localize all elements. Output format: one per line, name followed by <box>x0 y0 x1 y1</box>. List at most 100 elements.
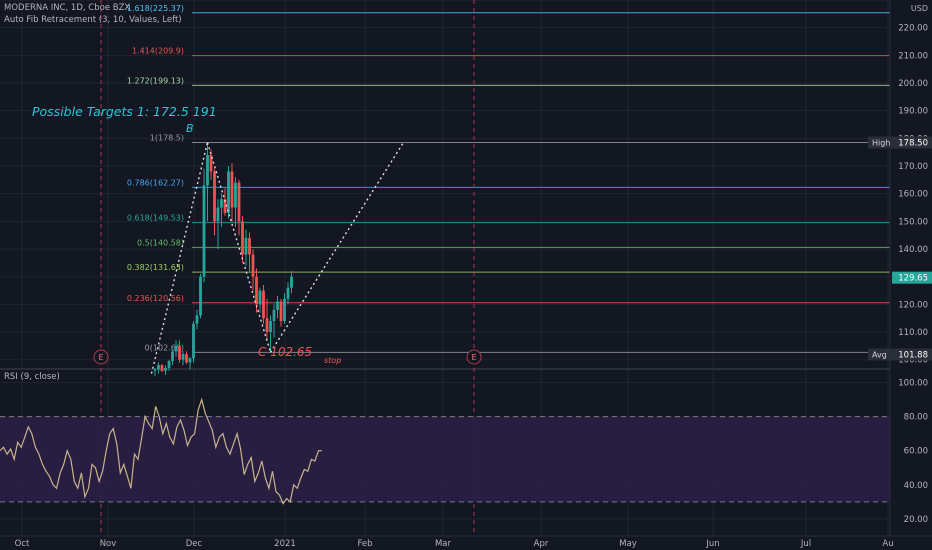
candle-body[interactable] <box>164 368 167 371</box>
fib-level-label: 1(178.5) <box>150 133 184 142</box>
rsi-tick-label: 80.00 <box>904 413 928 423</box>
price-tick-label: 100.00 <box>898 356 928 366</box>
candle-body[interactable] <box>206 154 209 186</box>
time-tick-label: Nov <box>100 539 117 549</box>
candle-body[interactable] <box>265 318 269 333</box>
rsi-series-line[interactable] <box>0 397 322 505</box>
candle-body[interactable] <box>262 290 265 319</box>
rsi-tick-label: 20.00 <box>904 515 928 525</box>
price-badge-tag <box>868 136 895 149</box>
candle-body[interactable] <box>283 298 286 321</box>
candle-body[interactable] <box>248 237 251 255</box>
candle-body[interactable] <box>234 182 237 208</box>
candle-body[interactable] <box>286 287 290 299</box>
time-tick-label: May <box>619 539 637 549</box>
price-badge: High 178.50 <box>868 136 932 149</box>
price-badge: Avg 101.88 <box>868 348 932 361</box>
candle-body[interactable] <box>171 351 174 362</box>
price-tick-label: 150.00 <box>898 217 928 227</box>
candle-body[interactable] <box>223 199 227 214</box>
candle-body[interactable] <box>227 171 230 214</box>
trend-line-b-to-c[interactable] <box>206 142 272 353</box>
price-tick-label: 220.00 <box>898 24 928 34</box>
wave-b-label: B <box>186 122 194 135</box>
candle-body[interactable] <box>230 171 234 208</box>
price-badge-tag <box>868 348 895 361</box>
candle-body[interactable] <box>241 221 244 255</box>
candle-body[interactable] <box>174 345 178 352</box>
candle-body[interactable] <box>181 354 185 360</box>
time-tick-label: Au <box>882 539 893 549</box>
fib-level-label: 0.382(131.63) <box>127 263 184 272</box>
time-tick-label: Apr <box>534 539 549 549</box>
fib-level-label: 0.5(140.58) <box>137 238 184 247</box>
currency-label: USD <box>911 4 928 13</box>
price-tick-label: 120.00 <box>898 300 928 310</box>
price-badge-box <box>892 271 932 284</box>
price-tick-label: 210.00 <box>898 51 928 61</box>
price-badge-value: 129.65 <box>898 274 928 284</box>
rsi-legend: RSI (9, close) <box>4 372 60 382</box>
price-badge-value: 178.50 <box>898 138 928 148</box>
time-tick-label: Jul <box>800 539 811 549</box>
candle-body[interactable] <box>251 254 255 277</box>
time-axis-background <box>0 536 932 550</box>
event-marker-label: E <box>471 353 476 362</box>
price-tick-label: 190.00 <box>898 107 928 117</box>
fib-level-label: 1.618(225.37) <box>127 4 184 13</box>
candle-body[interactable] <box>237 182 241 222</box>
price-badge-box <box>892 136 932 149</box>
wave-c-label: C 102.65 <box>258 345 312 359</box>
candle-body[interactable] <box>216 207 220 222</box>
candle-body[interactable] <box>157 365 160 370</box>
rsi-tick-label: 100.00 <box>898 379 928 389</box>
trend-line-c-projection[interactable] <box>269 142 405 353</box>
candle-body[interactable] <box>185 354 188 363</box>
candle-body[interactable] <box>255 276 258 305</box>
candle-body[interactable] <box>290 276 293 288</box>
fib-level-label: 0.618(149.53) <box>127 214 184 223</box>
candle-body[interactable] <box>258 290 262 305</box>
event-marker-icon[interactable] <box>466 349 482 365</box>
price-badge-tag-label: Avg <box>872 350 887 359</box>
candle-body[interactable] <box>272 309 276 321</box>
stop-label: stop <box>324 356 341 365</box>
time-tick-label: Mar <box>435 539 452 549</box>
price-badge: 129.65 <box>892 271 932 284</box>
candle-body[interactable] <box>209 154 213 172</box>
rsi-tick-label: 40.00 <box>904 481 928 491</box>
rsi-tick-label: 60.00 <box>904 447 928 457</box>
price-tick-label: 110.00 <box>898 328 928 338</box>
candle-body[interactable] <box>276 301 279 310</box>
price-badge-value: 101.88 <box>898 350 928 360</box>
candle-body[interactable] <box>279 301 283 321</box>
fib-level-label: 0.236(120.56) <box>127 294 184 303</box>
candle-body[interactable] <box>153 369 157 371</box>
candle-body[interactable] <box>269 320 272 333</box>
time-tick-label: 2021 <box>274 539 296 549</box>
fib-level-label: 0.786(162.27) <box>127 178 184 187</box>
event-marker-icon[interactable] <box>93 349 109 365</box>
price-tick-label: 160.00 <box>898 190 928 200</box>
candle-body[interactable] <box>220 199 223 208</box>
event-marker-label: E <box>98 353 103 362</box>
time-tick-label: Oct <box>15 539 30 549</box>
time-tick-label: Feb <box>357 539 372 549</box>
candle-body[interactable] <box>244 237 248 255</box>
targets-annotation: Possible Targets 1: 172.5 191 <box>32 104 217 119</box>
price-badge-tag-label: High <box>872 138 890 147</box>
candle-body[interactable] <box>213 171 216 222</box>
candle-body[interactable] <box>178 345 181 360</box>
time-tick-label: Dec <box>186 539 203 549</box>
candle-body[interactable] <box>192 323 195 359</box>
price-tick-label: 200.00 <box>898 79 928 89</box>
candle-body[interactable] <box>160 365 164 371</box>
candle-body[interactable] <box>202 185 206 277</box>
candle-body[interactable] <box>167 361 171 368</box>
candle-body[interactable] <box>199 276 202 316</box>
candle-body[interactable] <box>195 315 199 324</box>
fib-level-label: 0(102.66) <box>145 343 184 352</box>
candle-body[interactable] <box>188 358 192 363</box>
rsi-band <box>0 416 890 502</box>
